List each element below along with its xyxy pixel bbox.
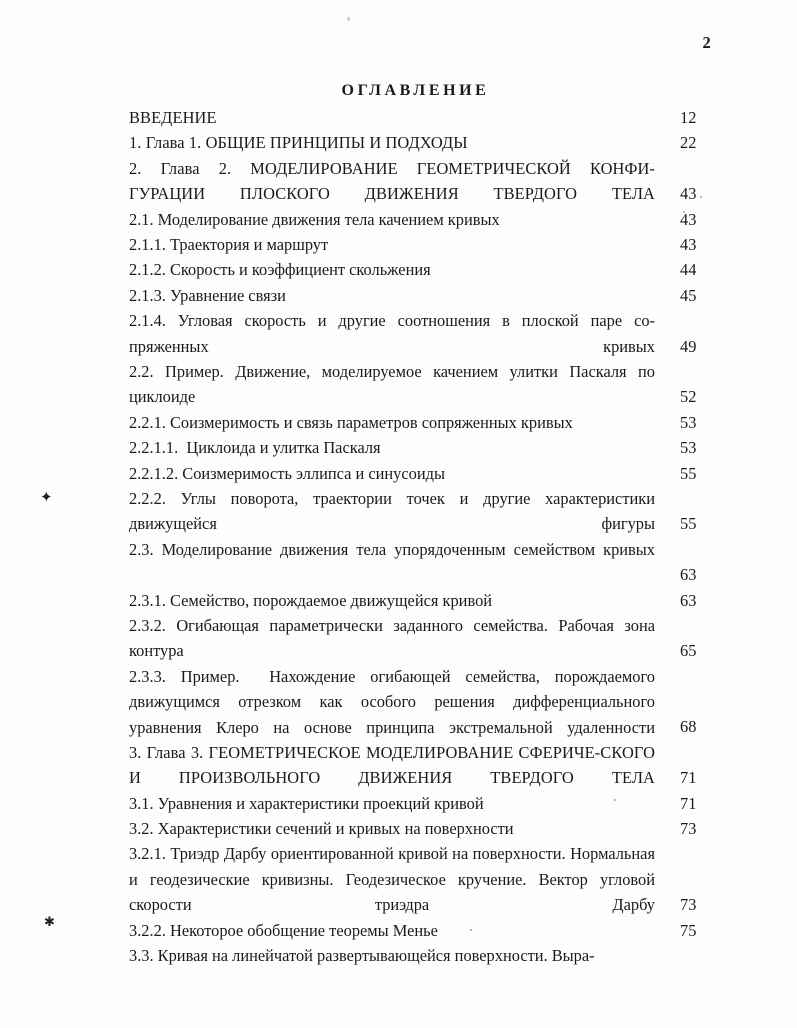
toc-entry[interactable]: 2.2.1. Соизмеримость и связь параметров … [129, 410, 696, 435]
scan-dot-icon [700, 196, 702, 198]
toc-entry[interactable]: 2.1. Моделирование движения тела качение… [129, 207, 696, 232]
toc-entry-title: 2.2.1.1. Циклоида и улитка Паскаля [129, 438, 381, 458]
toc-entry-title: 2.1.4. Угловая скорость и другие соотнош… [129, 311, 655, 356]
toc-entry-page-number: 73 [680, 819, 697, 839]
toc-entry[interactable]: 3.1. Уравнения и характеристики проекций… [129, 791, 696, 816]
toc-entry[interactable]: 2.3.1. Семейство, порождаемое движущейся… [129, 588, 696, 613]
scan-dot-icon [312, 224, 314, 226]
toc-entry-title: 2.3. Моделирование движения тела упорядо… [129, 539, 655, 559]
toc-entry[interactable]: 2.2. Пример. Движение, моделируемое каче… [129, 359, 696, 410]
toc-entry-page-number: 43 [680, 234, 697, 254]
toc-entry-page-number: 73 [680, 895, 697, 915]
toc-entry-page-number: 53 [680, 412, 697, 432]
toc-entry-page-number: 68 [680, 717, 697, 737]
toc-entry-page-number: 71 [680, 793, 697, 813]
toc-entry-page-number: 44 [680, 260, 697, 280]
toc-entry-title: 2.1.1. Траектория и маршрут [129, 234, 329, 254]
toc-entry-page-number: 55 [680, 463, 697, 483]
toc-entry[interactable]: 2.3. Моделирование движения тела упорядо… [129, 537, 696, 588]
toc-entry[interactable]: 2.1.3. Уравнение связи 45 [129, 283, 696, 308]
toc-entry-title: 3.2.1. Триэдр Дарбу ориентированной крив… [129, 844, 660, 915]
toc-entry-title: 2.1.3. Уравнение связи [129, 285, 286, 305]
toc-entry[interactable]: 2.2.1.1. Циклоида и улитка Паскаля 53 [129, 435, 696, 460]
toc-entry-title: 2.2.2. Углы поворота, траектории точек и… [129, 488, 660, 534]
toc-entry-page-number: 22 [680, 133, 697, 153]
scan-dot-icon [276, 262, 278, 264]
toc-entry-page-number: 43 [680, 184, 697, 204]
toc-entry-page-number: 45 [680, 285, 697, 305]
toc-entry[interactable]: 2.1.2. Скорость и коэффициент скольжения… [129, 257, 696, 282]
toc-entry[interactable]: 3.2. Характеристики сечений и кривых на … [129, 816, 696, 841]
margin-mark-upper-icon: ✦ [40, 488, 53, 506]
toc-entry-title: 2.1. Моделирование движения тела качение… [129, 209, 500, 229]
toc-entry[interactable]: 3.2.1. Триэдр Дарбу ориентированной крив… [129, 841, 696, 917]
margin-mark-lower-icon: ✱ [44, 915, 55, 930]
toc-entry-title: 3. Глава 3. ГЕОМЕТРИЧЕСКОЕ МОДЕЛИРОВАНИЕ… [129, 742, 660, 788]
toc-entry[interactable]: 2.3.3. Пример. Нахождение огибающей семе… [129, 664, 696, 740]
toc-entry-title: 2.2. Пример. Движение, моделируемое каче… [129, 361, 660, 407]
toc-entry-title: 2.2.1.2. Соизмеримость эллипса и синусои… [129, 463, 445, 483]
toc-entry[interactable]: 3.2.2. Некоторое обобщение теоремы Менье… [129, 918, 696, 943]
toc-entry-page-number: 52 [680, 387, 697, 407]
toc-entry[interactable]: 3.3. Кривая на линейчатой развертывающей… [129, 943, 681, 968]
toc-entry-page-number: 63 [680, 590, 697, 610]
toc-entry[interactable]: 2. Глава 2. МОДЕЛИРОВАНИЕ ГЕОМЕТРИЧЕСКОЙ… [129, 156, 696, 207]
toc-entry-page-number: 63 [680, 565, 697, 585]
toc-entry-title: 3.2.2. Некоторое обобщение теоремы Менье [129, 920, 438, 940]
toc-entry[interactable]: 1. Глава 1. ОБЩИЕ ПРИНЦИПЫ И ПОДХОДЫ 22 [129, 130, 696, 155]
toc-entry-title: 2.3.1. Семейство, порождаемое движущейся… [129, 590, 493, 610]
toc-entry-page-number: 43 [680, 209, 697, 229]
toc-entry-title: 2. Глава 2. МОДЕЛИРОВАНИЕ ГЕОМЕТРИЧЕСКОЙ… [129, 158, 655, 204]
toc-entry[interactable]: 2.2.2. Углы поворота, траектории точек и… [129, 486, 696, 537]
toc-entry-title: 2.3.2. Огибающая параметрически заданног… [129, 615, 660, 661]
toc-entry[interactable]: 2.3.2. Огибающая параметрически заданног… [129, 613, 696, 664]
toc-entry-page-number: 49 [680, 336, 697, 356]
toc-entry-page-number: 12 [680, 108, 697, 127]
toc-entry-title: 2.2.1. Соизмеримость и связь параметров … [129, 412, 573, 432]
toc-entry-title: 2.3.3. Пример. Нахождение огибающей семе… [129, 666, 660, 737]
toc-entry-page-number: 53 [680, 438, 697, 458]
toc-entry[interactable]: 2.1.1. Траектория и маршрут 43 [129, 232, 696, 257]
page-title: ОГЛАВЛЕНИЕ [341, 82, 490, 99]
toc-entry-title: 3.2. Характеристики сечений и кривых на … [129, 819, 514, 839]
toc-entry-title: 2.1.2. Скорость и коэффициент скольжения [129, 260, 431, 280]
toc-entry-title: 3.3. Кривая на линейчатой развертывающей… [129, 946, 595, 966]
toc-entry[interactable]: ВВЕДЕНИЕ 12 [129, 105, 696, 130]
scan-speck-top-icon [347, 17, 350, 21]
scan-dot-icon [683, 211, 685, 213]
toc-entry[interactable]: 2.2.1.2. Соизмеримость эллипса и синусои… [129, 461, 696, 486]
scan-dot-icon [614, 799, 616, 801]
toc-entry-page-number: 71 [680, 768, 697, 788]
table-of-contents-list: ВВЕДЕНИЕ 12 1. Глава 1. ОБЩИЕ ПРИНЦИПЫ И П… [129, 105, 696, 968]
toc-entry[interactable]: 2.1.4. Угловая скорость и другие соотнош… [129, 308, 696, 359]
toc-entry-page-number: 55 [680, 514, 697, 534]
toc-entry-page-number: 65 [680, 641, 697, 661]
toc-entry-page-number: 75 [680, 920, 697, 940]
toc-entry-title: 1. Глава 1. ОБЩИЕ ПРИНЦИПЫ И ПОДХОДЫ [129, 133, 468, 153]
toc-entry[interactable]: 3. Глава 3. ГЕОМЕТРИЧЕСКОЕ МОДЕЛИРОВАНИЕ… [129, 740, 696, 791]
page-folio-number: 2 [702, 33, 711, 52]
scan-dot-icon [470, 929, 472, 931]
toc-entry-title: 3.1. Уравнения и характеристики проекций… [129, 793, 484, 813]
toc-entry-title: ВВЕДЕНИЕ [129, 108, 217, 127]
